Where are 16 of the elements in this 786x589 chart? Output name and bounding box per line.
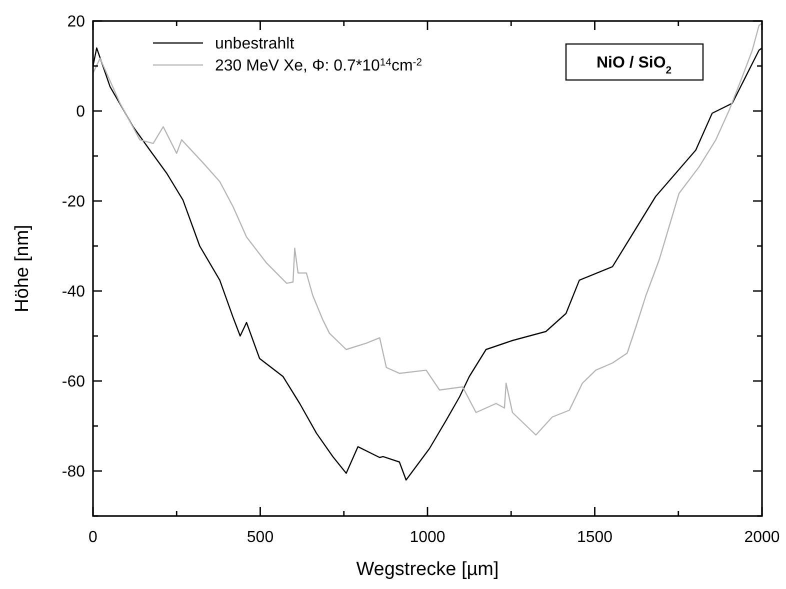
y-tick-label: -20: [62, 194, 86, 211]
x-tick-label: 0: [88, 529, 98, 546]
x-tick-label: 1500: [576, 529, 613, 546]
y-tick-label: -80: [62, 464, 86, 481]
x-tick-label: 2000: [744, 529, 780, 546]
y-tick-label: -60: [62, 374, 86, 391]
x-tick-label: 1000: [410, 529, 446, 546]
x-axis-title: Wegstrecke [µm]: [356, 559, 499, 580]
y-tick-label: -40: [62, 284, 86, 301]
annotation: NiO / SiO$_{2}$: [596, 54, 672, 76]
y-tick-label: 0: [76, 104, 86, 121]
y-tick-label: 20: [67, 14, 86, 31]
legend-label: unbestrahlt: [215, 36, 295, 53]
y-axis-title: Höhe [nm]: [12, 224, 33, 312]
x-tick-label: 500: [246, 529, 274, 546]
legend-label: 230 MeV Xe, Φ: 0.7*10$^{14}$cm$^{-2}$: [215, 57, 422, 75]
